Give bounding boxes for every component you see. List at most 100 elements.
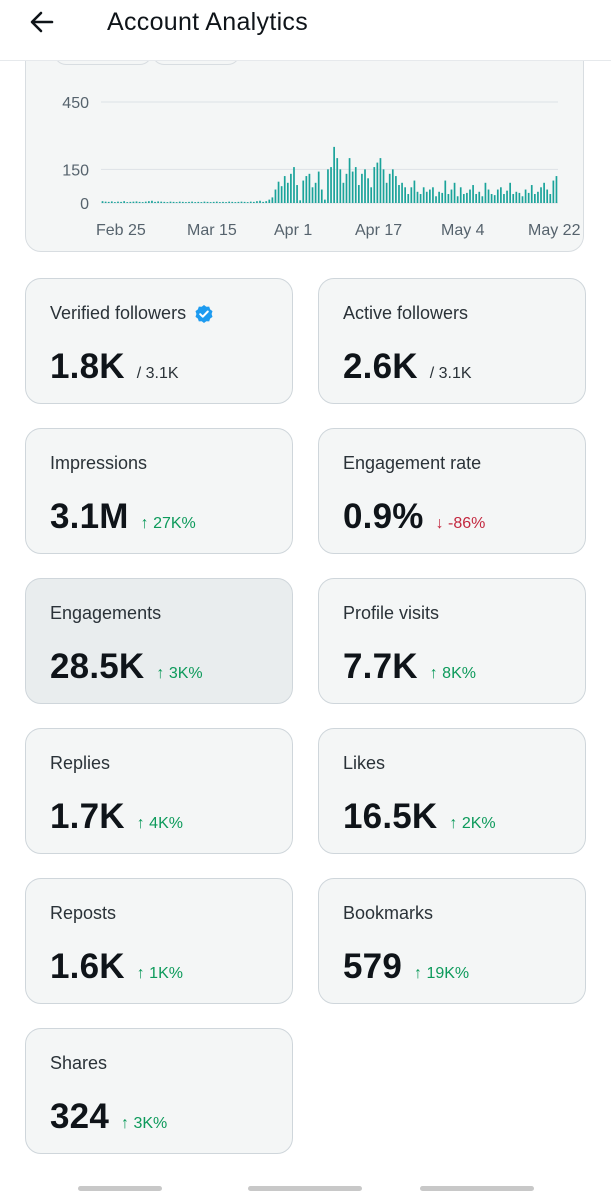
chart-bar	[271, 197, 274, 203]
chart-bar	[462, 194, 465, 203]
chart-bar	[163, 201, 166, 203]
metric-value-row: 2.6K / 3.1K	[343, 347, 472, 387]
chart-bar	[320, 189, 323, 203]
chart-bar	[135, 201, 138, 203]
chart-bar	[237, 201, 240, 203]
chart-bar	[290, 173, 292, 203]
chart-bar	[209, 202, 212, 203]
chart-bar	[222, 201, 224, 203]
chart-bar	[472, 185, 474, 203]
chart-bar	[333, 146, 335, 203]
chart-bar	[166, 202, 169, 203]
chart-bar	[175, 202, 178, 203]
chart-bar	[200, 202, 203, 203]
metric-value: 7.7K	[343, 647, 418, 686]
chart-bar	[453, 182, 456, 203]
chart-bar	[429, 189, 431, 203]
chart-bar	[141, 202, 144, 203]
chart-bar	[364, 169, 366, 203]
chart-bar	[419, 194, 422, 203]
metric-value-row: 0.9% ↓ -86%	[343, 497, 485, 537]
metric-value: 2.6K	[343, 347, 418, 386]
metric-label: Bookmarks	[343, 903, 434, 923]
chart-bar	[219, 202, 221, 203]
chart-bar	[432, 187, 434, 203]
metric-value-row: 1.6K ↑ 1K%	[50, 947, 183, 987]
metric-card-engagements[interactable]: Engagements 28.5K ↑ 3K%	[25, 578, 293, 704]
chart-bar	[503, 194, 505, 203]
chart-bar	[500, 187, 502, 203]
chart-bar	[540, 187, 542, 203]
chart-bar	[194, 202, 197, 203]
metric-card-impressions[interactable]: Impressions 3.1M ↑ 27K%	[25, 428, 293, 554]
chart-bar	[169, 201, 172, 203]
chart-bar	[348, 158, 351, 203]
chart-bar	[357, 185, 360, 203]
chart-bar	[506, 190, 508, 203]
chart-bar	[324, 199, 326, 203]
chart-bar	[293, 167, 295, 203]
chart-bar	[228, 201, 230, 203]
chart-bar	[283, 176, 286, 203]
chart-bar	[234, 202, 237, 203]
metric-card-active-followers[interactable]: Active followers 2.6K / 3.1K	[318, 278, 586, 404]
chart-bar	[422, 187, 425, 203]
chart-bar	[302, 180, 305, 203]
chart-bar	[404, 187, 406, 203]
metric-label-wrap: Active followers	[343, 303, 468, 324]
chart-bar	[391, 169, 394, 203]
metric-label-wrap: Replies	[50, 753, 110, 774]
metric-label: Active followers	[343, 303, 469, 323]
chart-bar	[172, 201, 175, 203]
metric-value-row: 1.8K / 3.1K	[50, 347, 179, 387]
metric-value: 579	[343, 947, 402, 986]
chart-bar	[107, 201, 110, 203]
metric-card-likes[interactable]: Likes 16.5K ↑ 2K%	[318, 728, 586, 854]
page-title: Account Analytics	[107, 8, 309, 36]
chart-bar	[345, 173, 348, 203]
chart-bar	[274, 189, 277, 203]
nav-indicator-right	[420, 1186, 534, 1191]
chart-bar	[151, 200, 153, 203]
chart-bar	[231, 201, 234, 203]
chart-bar	[484, 182, 487, 203]
chart-bar	[330, 167, 332, 203]
back-button[interactable]	[26, 6, 58, 38]
metric-card-bookmarks[interactable]: Bookmarks 579 ↑ 19K%	[318, 878, 586, 1004]
metric-card-engagement-rate[interactable]: Engagement rate 0.9% ↓ -86%	[318, 428, 586, 554]
metric-label-wrap: Impressions	[50, 453, 147, 474]
metric-card-profile-visits[interactable]: Profile visits 7.7K ↑ 8K%	[318, 578, 586, 704]
chart-bar	[246, 202, 249, 203]
chart-bar	[546, 189, 549, 203]
metric-label: Profile visits	[343, 603, 440, 623]
chart-bar	[154, 201, 156, 203]
chart-bar	[376, 162, 379, 203]
activity-bar-chart: 450 150 0 Feb 25 Mar 15 Apr 1 Apr 17 May 4 May 2…	[62, 95, 581, 239]
chart-bar	[191, 201, 193, 203]
chart-bar	[240, 201, 243, 203]
chart-bar	[305, 176, 308, 203]
chart-bar	[447, 194, 450, 203]
chart-bar	[398, 185, 400, 203]
chart-bar	[478, 191, 481, 203]
chart-bar	[268, 199, 271, 203]
chart-bar	[496, 189, 499, 203]
chart-bar	[450, 189, 453, 203]
metric-change-down: ↓ -86%	[435, 515, 486, 532]
chart-bar	[148, 201, 150, 203]
chart-bar	[379, 158, 382, 203]
chart-bar	[299, 200, 302, 203]
chart-bar	[120, 201, 122, 203]
x-tick-label: May 22	[528, 222, 581, 239]
chart-bar	[203, 201, 206, 203]
chart-bar	[441, 192, 444, 203]
chart-bar	[524, 189, 527, 203]
metric-card-replies[interactable]: Replies 1.7K ↑ 4K%	[25, 728, 293, 854]
chart-bar	[487, 189, 490, 203]
metric-card-reposts[interactable]: Reposts 1.6K ↑ 1K%	[25, 878, 293, 1004]
verified-badge-icon	[194, 304, 214, 324]
chart-bar	[493, 195, 496, 203]
chart-bar	[265, 201, 268, 203]
metric-card-shares[interactable]: Shares 324 ↑ 3K%	[25, 1028, 293, 1154]
metric-card-verified-followers[interactable]: Verified followers 1.8K / 3.1K	[25, 278, 293, 404]
